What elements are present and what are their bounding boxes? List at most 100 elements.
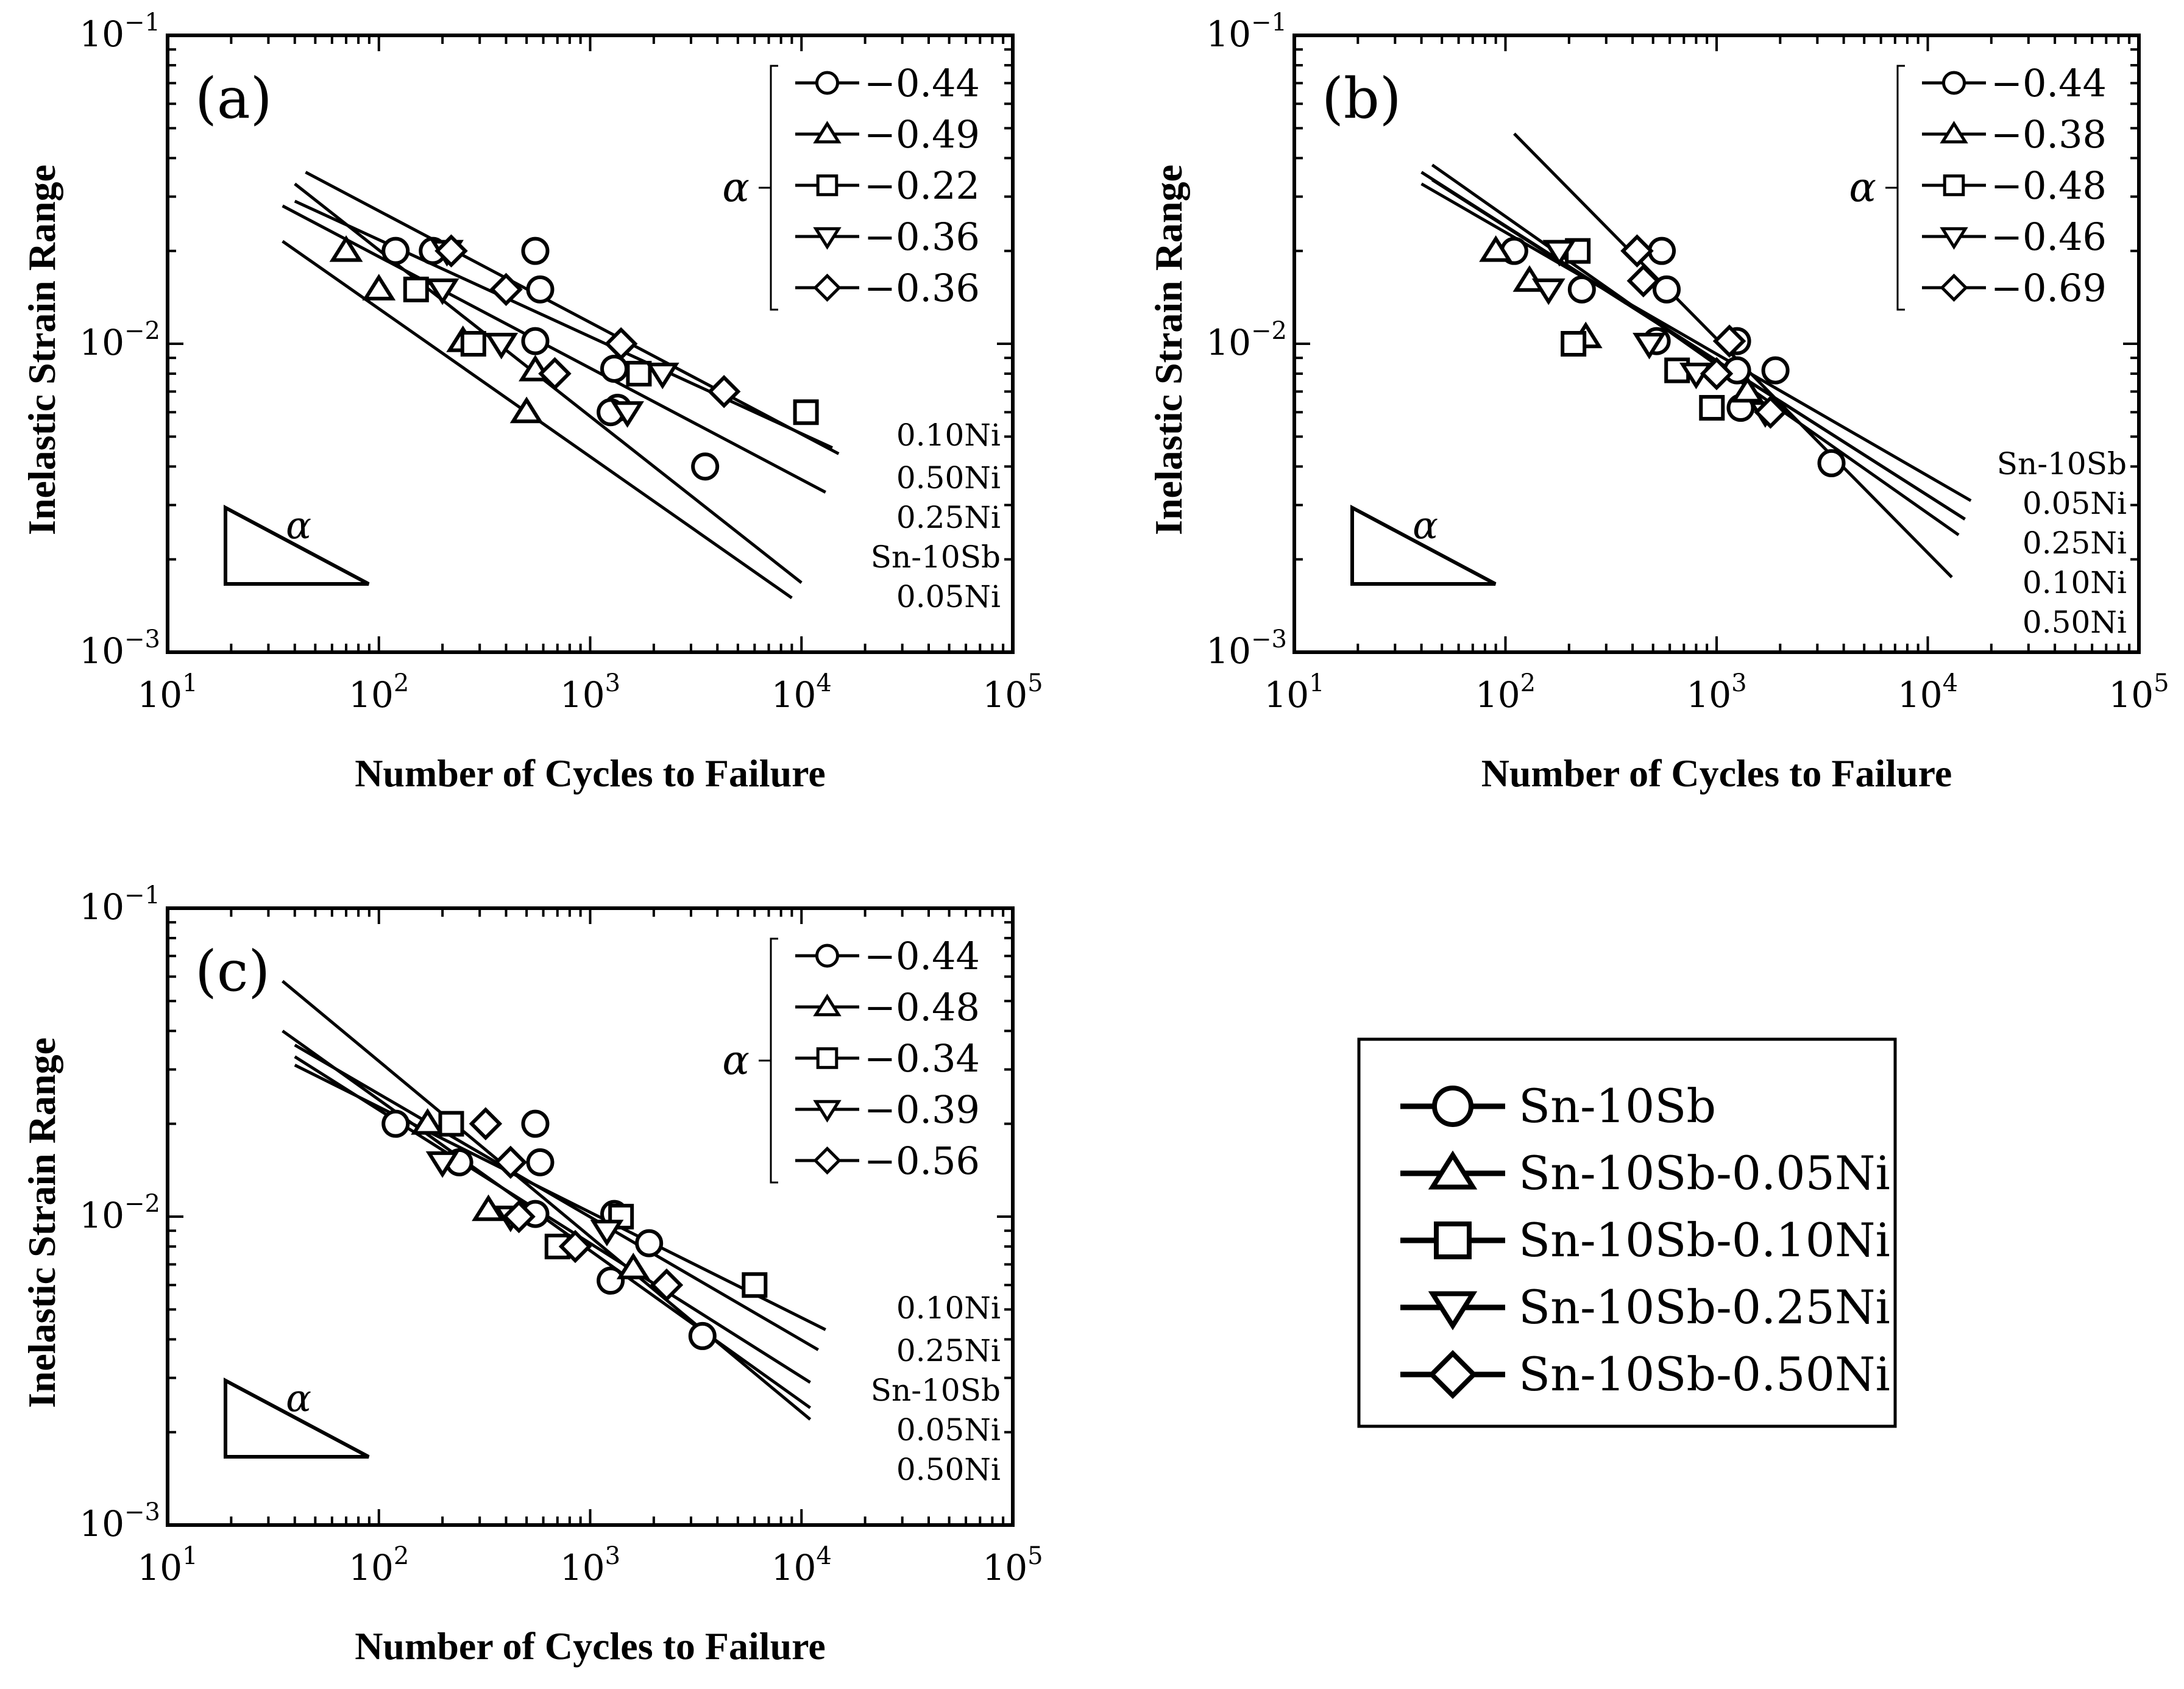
figure-legend-triangle-up — [1428, 1150, 1478, 1190]
y-axis-label: Inelastic Strain Range — [1147, 165, 1190, 535]
x-tick-label: 103 — [560, 1542, 620, 1588]
alpha-legend-circle — [815, 944, 839, 968]
alpha-legend-value: −0.48 — [1991, 163, 2107, 208]
series-sn-10sb-0-25ni — [425, 1151, 624, 1246]
figure-legend-diamond — [1428, 1349, 1478, 1399]
x-tick-label: 105 — [982, 1542, 1043, 1588]
y-tick-label: 10−1 — [79, 9, 160, 55]
alpha-symbol: α — [722, 1037, 750, 1084]
x-tick-label: 102 — [349, 669, 409, 716]
alpha-legend-value: −0.48 — [864, 985, 980, 1029]
alpha-legend-value: −0.44 — [864, 61, 980, 105]
data-point-diamond — [707, 375, 741, 408]
axis-ticks — [1293, 34, 2140, 653]
data-point-square — [626, 361, 652, 387]
fit-line-label: 0.10Ni — [896, 418, 1001, 453]
alpha-legend-triangle-down — [813, 1100, 842, 1123]
y-tick-label: 10−2 — [79, 1190, 160, 1236]
alpha-legend-value: −0.38 — [1991, 112, 2107, 157]
fit-line-0-50ni — [1513, 132, 1953, 578]
data-point-diamond — [604, 327, 638, 361]
data-point-triangle-down — [645, 363, 679, 389]
alpha-legend-triangle-down — [1940, 227, 1968, 250]
y-tick-label: 10−1 — [1206, 9, 1287, 55]
data-point-square — [1561, 331, 1587, 357]
figure-legend-label: Sn-10Sb-0.05Ni — [1519, 1146, 1890, 1200]
alpha-legend-value: −0.49 — [864, 112, 980, 157]
alpha-legend-triangle-down — [813, 227, 842, 250]
data-point-circle — [1817, 449, 1846, 477]
data-point-circle — [1653, 275, 1681, 304]
fit-line-sn-10sb — [294, 1055, 811, 1384]
y-tick-label: 10−3 — [79, 1498, 160, 1545]
figure-legend-label: Sn-10Sb — [1519, 1079, 1716, 1133]
alpha-legend-value: −0.39 — [864, 1087, 980, 1132]
x-tick-label: 105 — [982, 669, 1043, 716]
figure-legend-label: Sn-10Sb-0.25Ni — [1519, 1280, 1890, 1334]
data-point-circle — [1567, 275, 1596, 304]
alpha-legend-triangle-up — [1940, 121, 1968, 144]
data-point-triangle-up — [1731, 375, 1765, 403]
fit-lines — [282, 171, 840, 599]
data-point-circle — [521, 236, 550, 265]
data-point-triangle-up — [329, 235, 363, 262]
data-point-circle — [691, 452, 720, 481]
y-axis-label: Inelastic Strain Range — [20, 1037, 63, 1408]
data-point-triangle-down — [1542, 240, 1576, 267]
alpha-legend-square — [816, 1047, 838, 1069]
x-tick-label: 102 — [349, 1542, 409, 1588]
fit-line-0-25ni — [1420, 171, 1966, 521]
chart-panel-2: 101 102 103 104 105 10−3 10−2 10−1 Number of Cyc… — [20, 881, 1043, 1668]
data-point-diamond — [558, 1229, 592, 1264]
slope-triangle: α — [224, 503, 370, 586]
slope-triangle-shape — [224, 1378, 370, 1459]
series-sn-10sb-0-10ni — [403, 276, 819, 425]
figure-legend-items: Sn-10Sb Sn-10Sb-0.05Ni Sn-10Sb-0.10Ni Sn-10… — [1400, 1079, 1890, 1401]
alpha-legend-value: −0.36 — [864, 266, 980, 310]
alpha-bracket — [770, 937, 778, 1184]
axis-ticks — [166, 34, 1014, 653]
alpha-bracket — [770, 65, 778, 311]
alpha-legend-diamond — [1940, 273, 1968, 302]
alpha-legend-value: −0.56 — [864, 1139, 980, 1183]
data-point-circle — [688, 1321, 717, 1350]
alpha-legend-value: −0.44 — [1991, 61, 2107, 105]
fit-line-0-50ni — [282, 980, 812, 1421]
fit-line-0-10ni — [294, 199, 833, 449]
alpha-legend-value: −0.46 — [1991, 215, 2107, 259]
fit-line-label: Sn-10Sb — [871, 539, 1001, 575]
data-point-diamond — [538, 357, 572, 391]
panel-label: (c) — [195, 939, 270, 1004]
x-tick-label: 101 — [137, 1542, 197, 1588]
alpha-bracket — [1896, 65, 1905, 311]
alpha-legend: α −0.44 −0.38 −0.48 −0.46 −0.69 — [1849, 61, 2107, 311]
alpha-legend-value: −0.36 — [864, 215, 980, 259]
fit-line-label: 0.50Ni — [2023, 605, 2127, 640]
fit-line-0-25ni — [294, 1044, 819, 1351]
figure-legend-label: Sn-10Sb-0.10Ni — [1519, 1213, 1890, 1267]
x-tick-label: 104 — [1898, 669, 1958, 716]
data-point-triangle-down — [484, 333, 519, 360]
series-sn-10sb-0-50ni — [434, 234, 741, 408]
x-tick-label: 103 — [560, 669, 620, 716]
fit-line-label: 0.05Ni — [2023, 486, 2127, 521]
data-point-diamond — [494, 1145, 528, 1179]
y-axis-label: Inelastic Strain Range — [20, 165, 63, 535]
chart-panel-0: 101 102 103 104 105 10−3 10−2 10−1 Number of Cyc… — [20, 9, 1043, 795]
data-point-triangle-down — [1531, 278, 1565, 305]
fit-line-label: 0.05Ni — [896, 1412, 1001, 1448]
series-sn-10sb-0-25ni — [425, 240, 679, 428]
alpha-legend-triangle-up — [813, 121, 842, 144]
series-sn-10sb-0-50ni — [1620, 234, 1787, 429]
alpha-legend-value: −0.44 — [864, 934, 980, 978]
data-point-diamond — [1712, 324, 1746, 358]
fit-lines — [1420, 132, 1972, 578]
series-sn-10sb-0-05ni — [411, 1108, 650, 1279]
slope-alpha-label: α — [286, 1376, 311, 1420]
figure-legend-triangle-down — [1428, 1291, 1478, 1331]
alpha-symbol: α — [1849, 164, 1876, 211]
data-point-triangle-up — [1479, 235, 1513, 262]
data-point-triangle-down — [590, 1220, 624, 1246]
alpha-legend-diamond — [813, 1146, 842, 1175]
